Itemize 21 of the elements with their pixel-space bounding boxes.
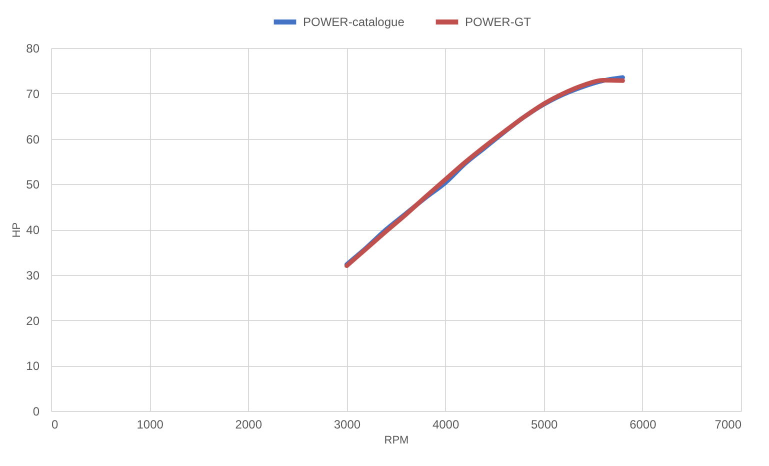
x-tick-label: 0 xyxy=(52,418,58,432)
x-tick-label: 1000 xyxy=(136,418,164,432)
y-tick-label: 40 xyxy=(26,223,40,237)
x-tick-label: 7000 xyxy=(714,418,742,432)
x-axis-title: RPM xyxy=(384,434,409,446)
y-tick-label: 60 xyxy=(26,132,40,146)
y-tick-label: 80 xyxy=(26,42,40,56)
y-tick-label: 0 xyxy=(32,404,40,418)
x-tick-label: 5000 xyxy=(531,418,558,432)
x-tick-label: 6000 xyxy=(630,418,657,432)
x-tick-label: 3000 xyxy=(334,418,361,432)
y-tick-label: 20 xyxy=(26,314,40,328)
y-tick-label: 50 xyxy=(26,178,40,192)
y-tick-label: 10 xyxy=(26,359,40,374)
legend-label: POWER-catalogue xyxy=(303,15,405,29)
legend-label: POWER-GT xyxy=(465,15,532,29)
y-tick-label: 70 xyxy=(26,86,40,101)
y-tick-label: 30 xyxy=(26,268,40,282)
x-tick-label: 2000 xyxy=(235,418,262,432)
y-axis-title: HP xyxy=(11,222,24,238)
x-tick-label: 4000 xyxy=(432,418,460,432)
